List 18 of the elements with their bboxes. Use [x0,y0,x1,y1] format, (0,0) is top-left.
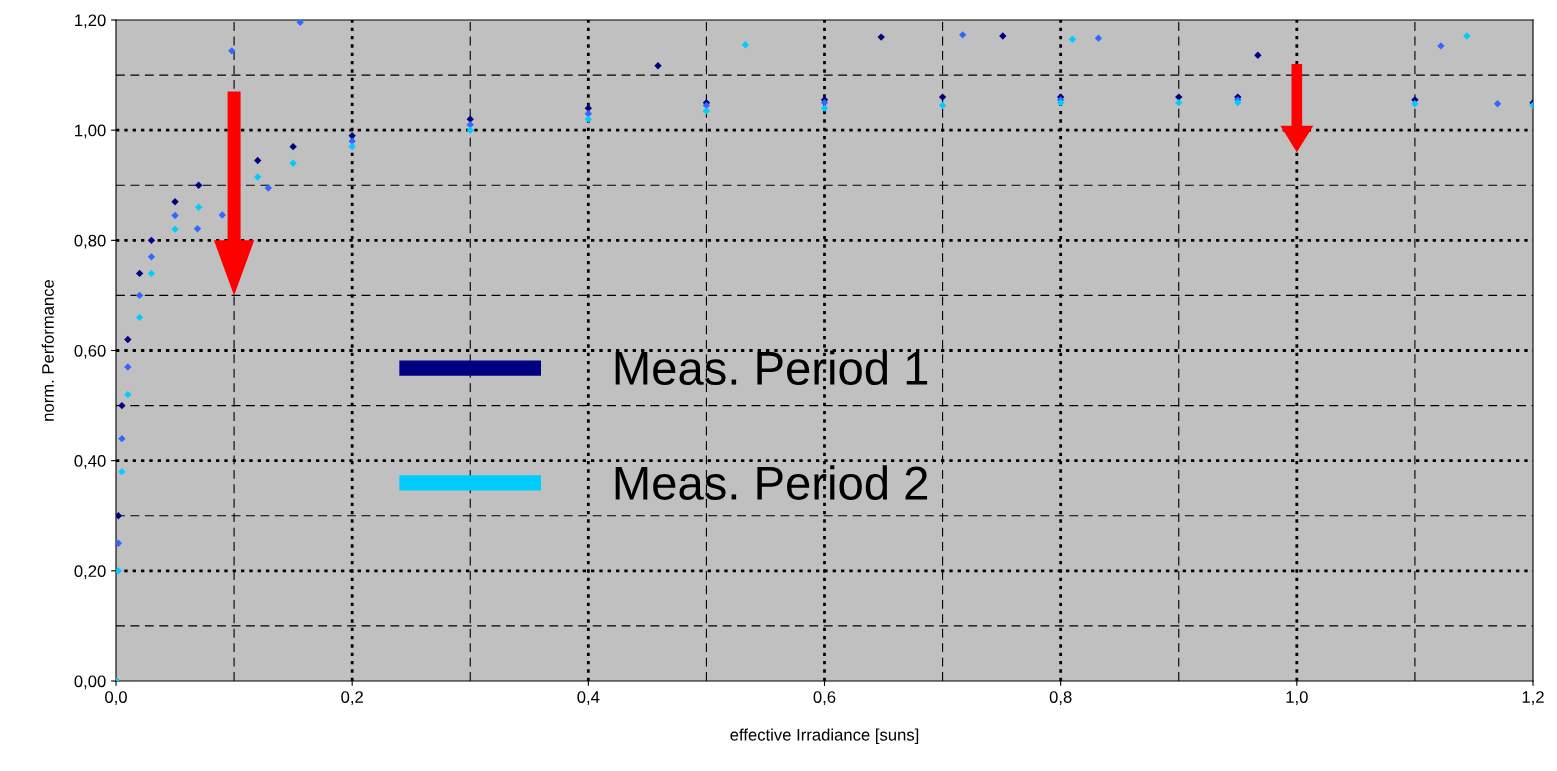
x-tick-label: 1,0 [1286,691,1308,705]
x-tick-label: 0,6 [813,691,836,705]
x-axis-title: effective Irradiance [suns] [730,728,919,745]
x-tick-label: 0,2 [341,691,363,705]
y-tick-label: 0,40 [74,455,106,469]
y-tick-label: 0,80 [74,234,106,249]
y-tick-label: 1,00 [75,124,106,139]
y-axis-title: norm. Performance [41,279,54,421]
x-tick-label: 1,2 [1522,691,1544,705]
y-tick-label: 0,20 [74,565,106,580]
y-tick-label: 0,00 [74,675,106,690]
x-tick-label: 0,8 [1049,691,1072,705]
y-tick-label: 1,20 [75,14,106,29]
x-tick-label: 0,0 [105,691,127,705]
x-tick-label: 0,4 [577,691,600,705]
legend-label: Meas. Period 2 [615,465,928,500]
y-tick-label: 0,60 [74,344,106,359]
legend-label: Meas. Period 1 [615,350,928,386]
